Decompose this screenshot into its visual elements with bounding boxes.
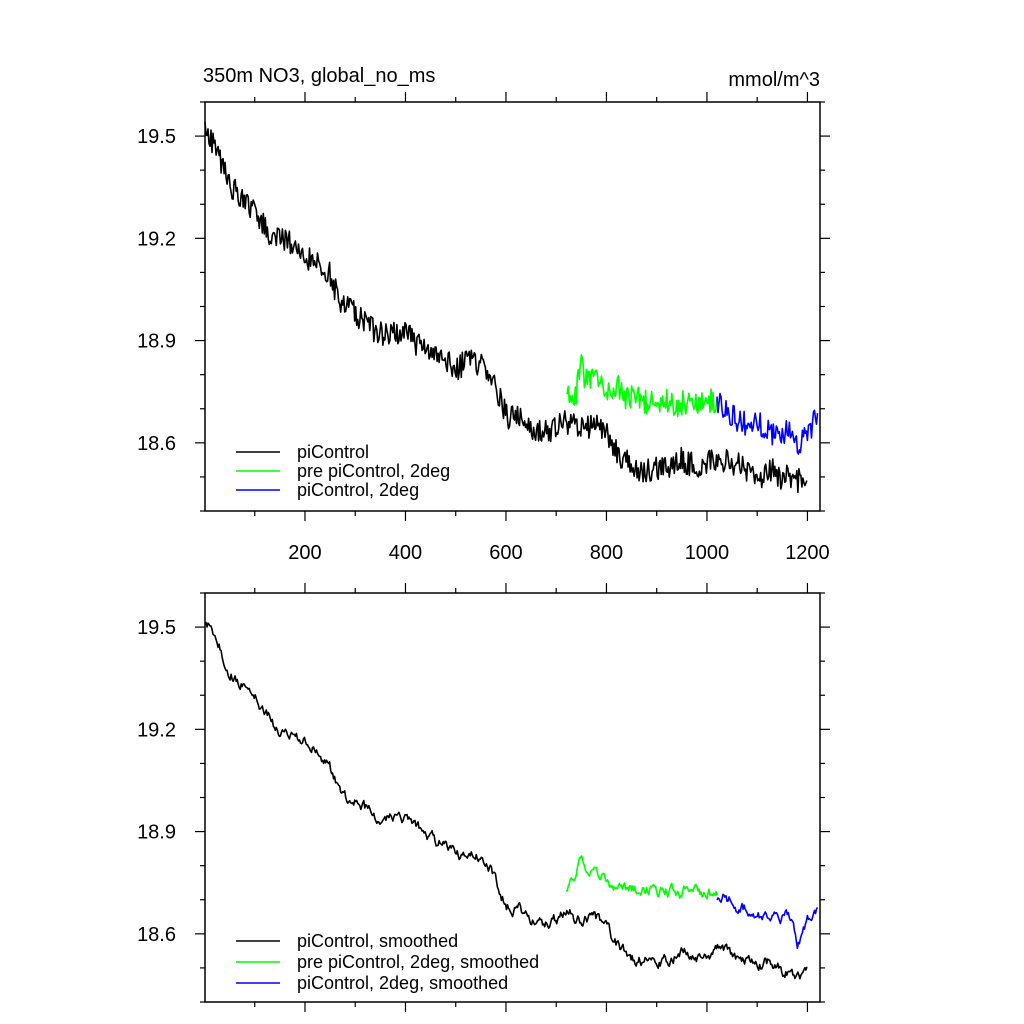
axis-ticks [195,92,830,521]
series-line-2 [565,354,718,418]
series-lines [204,621,819,980]
y-tick-label: 19.5 [137,617,176,639]
legend-label: piControl, 2deg [297,480,419,500]
y-axis-tick-labels: 18.6 18.9 19.2 19.5 [137,126,176,455]
axis-ticks [195,583,830,1012]
y-tick-label: 18.9 [137,822,176,844]
x-tick-label: 1200 [785,542,830,564]
y-tick-label: 19.2 [137,719,176,741]
legend-label: piControl [297,442,369,462]
series-line-1 [204,621,808,980]
chart-title: 350m NO3, global_no_ms [203,65,435,87]
x-axis-tick-labels: 200 400 600 800 1000 1200 [288,542,829,564]
chart-units-label: mmol/m^3 [728,69,820,91]
y-tick-label: 18.6 [137,924,176,946]
x-tick-label: 800 [590,542,623,564]
legend-label: piControl, 2deg, smoothed [297,973,508,993]
legend-label: pre piControl, 2deg, smoothed [297,952,539,972]
chart-panel-top: 350m NO3, global_no_ms mmol/m^3 18.6 18.9… [137,65,830,564]
x-tick-label: 200 [288,542,321,564]
series-line-3 [716,893,819,950]
x-tick-label: 600 [489,542,522,564]
x-tick-label: 400 [389,542,422,564]
x-tick-label: 1000 [685,542,730,564]
series-line-3 [716,392,819,455]
y-tick-label: 19.2 [137,228,176,250]
series-lines [204,121,819,494]
y-tick-label: 19.5 [137,126,176,148]
legend-label: piControl, smoothed [297,931,458,951]
y-tick-label: 18.9 [137,331,176,353]
y-axis-tick-labels: 18.6 18.9 19.2 19.5 [137,617,176,946]
series-line-2 [565,855,718,900]
series-line-1 [204,121,808,494]
y-tick-label: 18.6 [137,433,176,455]
legend-label: pre piControl, 2deg [297,461,450,481]
chart-panel-bottom: 18.6 18.9 19.2 19.5 piControl, smoothedpre … [137,583,830,1012]
